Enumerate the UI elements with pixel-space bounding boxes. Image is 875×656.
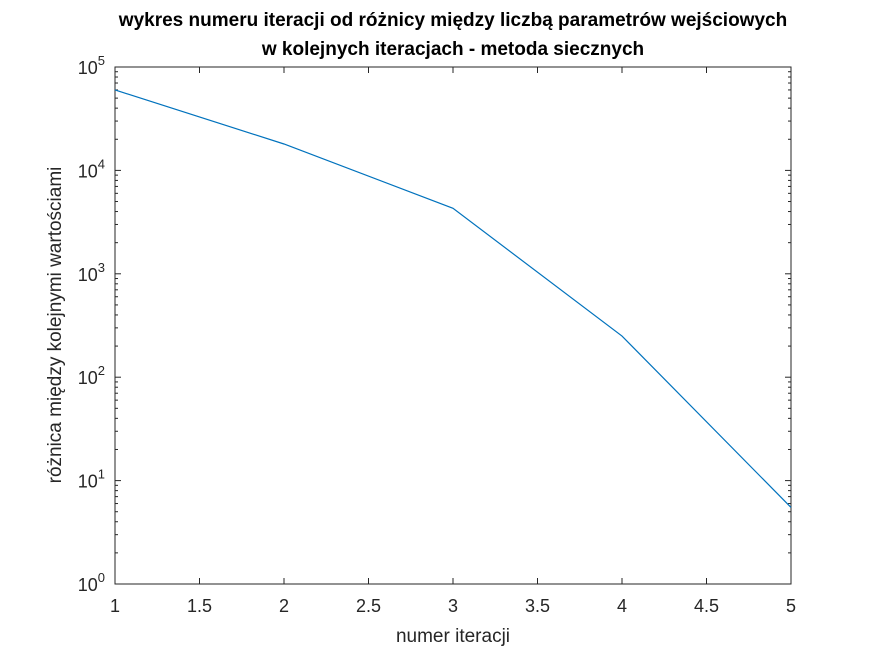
y-axis-label: różnica między kolejnymi wartościami	[45, 167, 66, 484]
x-tick-label: 2.5	[356, 596, 381, 616]
x-tick-label: 1.5	[187, 596, 212, 616]
x-axis-label: numer iteracji	[396, 626, 510, 647]
x-tick-label: 4.5	[694, 596, 719, 616]
y-tick-label: 104	[78, 156, 105, 181]
x-tick-label: 3	[448, 596, 458, 616]
y-tick-label: 101	[78, 467, 105, 492]
y-tick-label: 103	[78, 260, 105, 285]
plot-area	[114, 66, 792, 585]
y-axis: 100 101 102 103 104 105	[78, 53, 791, 595]
y-tick-label: 102	[78, 363, 105, 388]
x-axis: 1 1.5 2 2.5 3 3.5 4 4.5 5	[110, 67, 796, 616]
x-tick-label: 1	[110, 596, 120, 616]
x-tick-label: 5	[786, 596, 796, 616]
x-tick-label: 2	[279, 596, 289, 616]
y-tick-label: 105	[78, 53, 105, 78]
chart-title-line-2: w kolejnych iteracjach - metoda siecznyc…	[261, 39, 644, 60]
series-group	[114, 89, 792, 508]
chart-title-line-1: wykres numeru iteracji od różnicy między…	[118, 10, 787, 31]
x-tick-label: 4	[617, 596, 627, 616]
x-tick-label: 3.5	[525, 596, 550, 616]
y-tick-label: 100	[78, 570, 105, 595]
